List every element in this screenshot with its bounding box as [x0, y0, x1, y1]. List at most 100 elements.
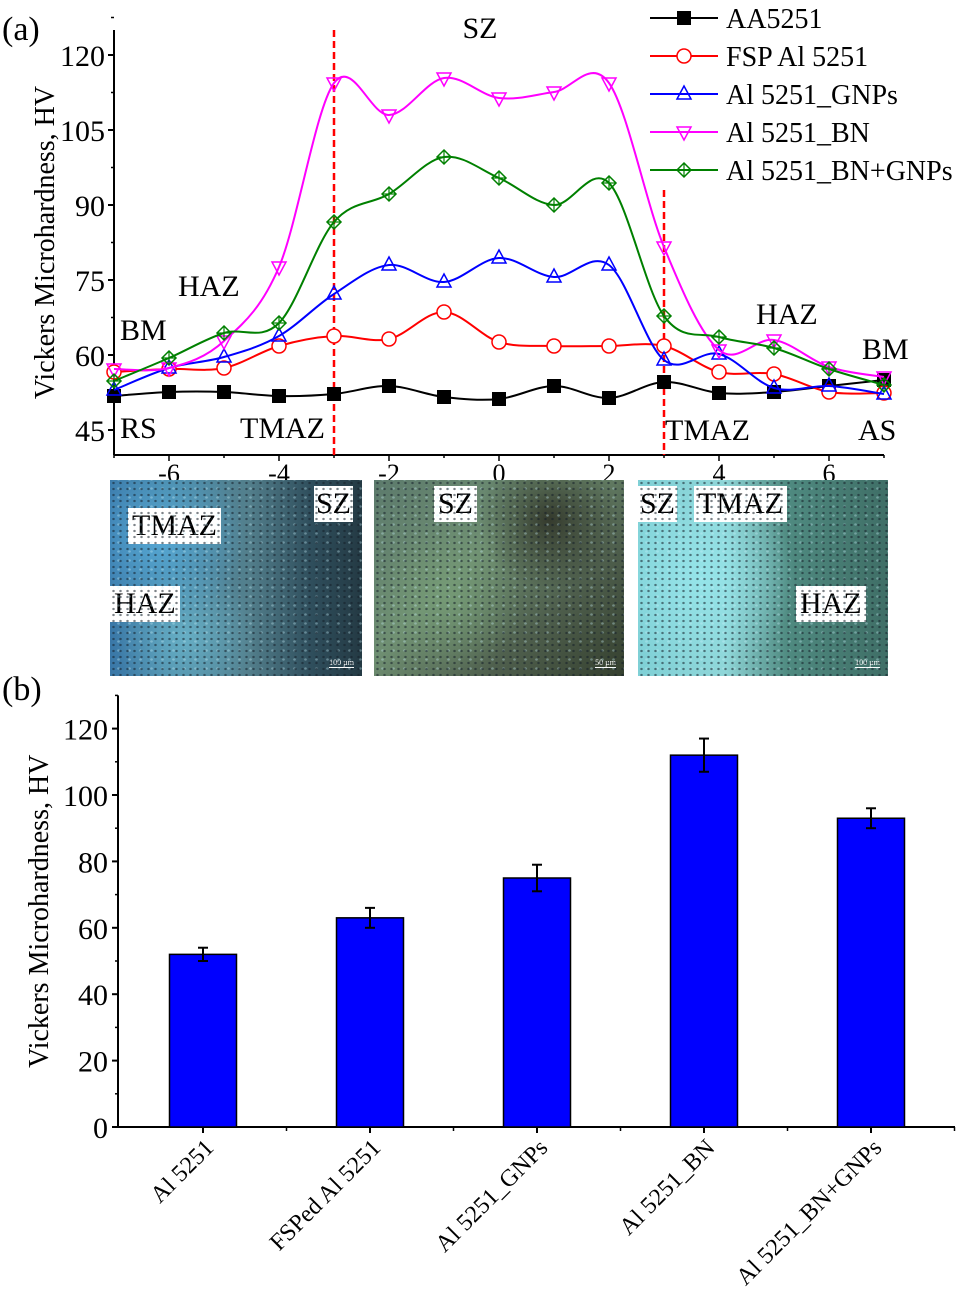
scale-bar: 50 µm — [595, 658, 616, 668]
data-point — [545, 267, 563, 283]
marker-circle — [676, 48, 692, 64]
marker-square — [602, 391, 616, 405]
marker-triangle-up — [820, 376, 838, 392]
marker-triangle-up — [215, 347, 233, 363]
marker-triangle-down — [875, 371, 893, 387]
scale-bar: 100 µm — [855, 658, 880, 668]
zone-label-haz-left: HAZ — [178, 270, 240, 303]
y-tick-label: 60 — [75, 340, 105, 373]
data-point — [655, 350, 673, 366]
micrograph-sz: SZ 50 µm — [374, 480, 624, 676]
marker-triangle-up — [490, 248, 508, 264]
data-point — [325, 77, 343, 93]
data-point — [271, 338, 287, 354]
zone-label-haz-right: HAZ — [756, 298, 818, 331]
data-point — [325, 284, 343, 300]
bar — [335, 917, 405, 1128]
data-point — [107, 389, 121, 403]
data-point — [270, 314, 288, 332]
error-bar — [866, 807, 876, 830]
data-point — [272, 389, 286, 403]
bar-category-label: Al 5251_GNPs — [431, 1135, 554, 1258]
marker-triangle-down — [105, 363, 123, 379]
marker-square — [492, 392, 506, 406]
legend-marker — [677, 11, 691, 25]
data-point — [216, 360, 232, 376]
marker-circle — [326, 328, 342, 344]
bar-y-tick-label: 0 — [93, 1112, 108, 1145]
micrograph-label: SZ — [314, 486, 354, 522]
series-al-5251-bn-gnps — [105, 148, 893, 394]
data-point — [600, 77, 618, 93]
zone-label-rs: RS — [120, 412, 157, 445]
bar-category-label: FSPed Al 5251 — [265, 1135, 386, 1256]
bar-y-tick-label: 120 — [63, 714, 108, 747]
data-point — [710, 328, 728, 346]
data-point — [160, 349, 178, 367]
data-point — [215, 347, 233, 363]
data-point — [215, 324, 233, 342]
data-point — [435, 72, 453, 88]
data-point — [270, 261, 288, 277]
bar-y-tick-label: 60 — [78, 913, 108, 946]
y-tick-label: 120 — [60, 40, 105, 73]
panel-a-label: (a) — [2, 11, 40, 48]
marker-square — [107, 389, 121, 403]
marker-circle — [381, 331, 397, 347]
zone-label-bm-right: BM — [862, 333, 909, 366]
marker-triangle-down — [675, 126, 693, 142]
data-point — [820, 376, 838, 392]
data-point — [436, 304, 452, 320]
bar-y-axis-label: Vickers Microhardness, HV — [24, 755, 55, 1068]
data-point — [105, 363, 123, 379]
data-point — [105, 380, 123, 396]
micrograph-label: TMAZ — [128, 508, 221, 544]
data-point — [765, 378, 783, 394]
bar-category-label: Al 5251_BN — [615, 1135, 721, 1241]
data-point — [546, 338, 562, 354]
legend-label: FSP Al 5251 — [726, 42, 868, 73]
bar-category-label: Al 5251_BN+GNPs — [732, 1135, 888, 1291]
marker-square — [677, 11, 691, 25]
y-tick-label: 105 — [60, 115, 105, 148]
marker-triangle-up — [105, 380, 123, 396]
micrograph-label: HAZ — [110, 586, 180, 622]
data-point — [437, 390, 451, 404]
data-point — [435, 272, 453, 288]
marker-triangle-up — [325, 284, 343, 300]
bar-y-tick-label: 80 — [78, 846, 108, 879]
data-point — [381, 331, 397, 347]
panel-b-label: (b) — [2, 671, 42, 708]
legend-label: Al 5251_BN — [726, 118, 870, 149]
series-line — [113, 155, 885, 386]
marker-square — [437, 390, 451, 404]
marker-triangle-down — [270, 261, 288, 277]
legend-label: Al 5251_BN+GNPs — [726, 156, 953, 187]
marker-square — [657, 375, 671, 389]
zone-label-sz: SZ — [462, 12, 497, 45]
micrograph-label: TMAZ — [694, 486, 787, 522]
bar — [669, 754, 739, 1128]
data-point — [545, 86, 563, 102]
legend-label: AA5251 — [726, 4, 822, 35]
marker-circle — [601, 338, 617, 354]
micrograph-label: SZ — [434, 486, 478, 522]
data-point — [601, 338, 617, 354]
marker-triangle-up — [545, 267, 563, 283]
marker-square — [382, 379, 396, 393]
legend: AA5251 FSP Al 5251 Al 5251_GNPs Al 5251_BN A… — [650, 4, 953, 187]
bar-y-tick-label: 100 — [63, 780, 108, 813]
data-point — [875, 376, 893, 394]
marker-circle — [711, 364, 727, 380]
bar — [168, 953, 238, 1128]
marker-circle — [271, 338, 287, 354]
bar — [502, 877, 572, 1128]
marker-triangle-up — [435, 272, 453, 288]
zone-label-as: AS — [858, 414, 896, 447]
data-point — [765, 339, 783, 357]
y-tick-label: 90 — [75, 190, 105, 223]
marker-circle — [436, 304, 452, 320]
data-point — [765, 334, 783, 350]
legend-marker — [675, 84, 693, 100]
data-point — [875, 371, 893, 387]
